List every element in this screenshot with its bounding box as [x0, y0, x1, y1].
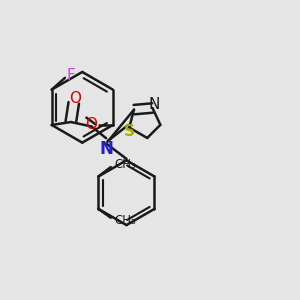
Text: F: F [66, 68, 75, 83]
Text: O: O [69, 91, 81, 106]
Text: CH₃: CH₃ [114, 214, 136, 226]
Text: O: O [85, 117, 98, 132]
Text: N: N [148, 97, 160, 112]
Text: S: S [124, 124, 135, 140]
Text: CH₃: CH₃ [114, 158, 136, 171]
Text: N: N [99, 140, 113, 158]
